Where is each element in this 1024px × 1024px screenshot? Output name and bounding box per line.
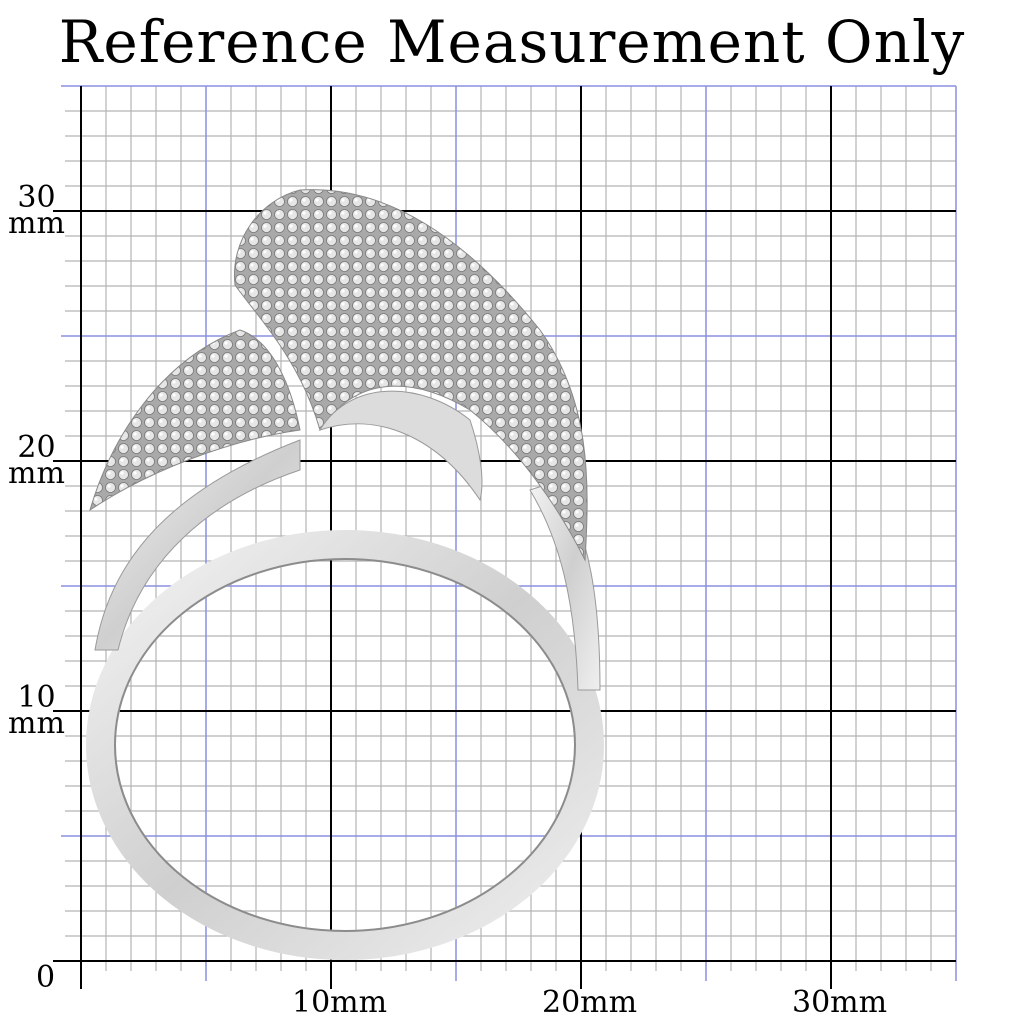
y-label-10: 10 mm: [8, 683, 65, 739]
y-label-value: 30: [17, 180, 56, 215]
ring-band: [86, 530, 604, 960]
y-label-unit: mm: [8, 206, 65, 241]
ring-image: [86, 189, 604, 960]
large-leaf-inner: [318, 390, 483, 502]
large-leaf-pave: [233, 189, 588, 562]
small-leaf-pave: [89, 329, 301, 512]
y-label-unit: mm: [8, 456, 65, 491]
y-label-30: 30 mm: [8, 183, 65, 239]
y-label-value: 10: [17, 680, 56, 715]
x-label-30: 30mm: [792, 985, 888, 1020]
y-label-value: 20: [17, 430, 56, 465]
title: Reference Measurement Only: [58, 8, 966, 76]
y-label-20: 20 mm: [8, 433, 65, 489]
origin-label: 0: [36, 960, 56, 995]
x-label-10: 10mm: [292, 985, 388, 1020]
ring-shank-left: [94, 439, 301, 651]
x-label-20: 20mm: [542, 985, 638, 1020]
y-label-unit: mm: [8, 706, 65, 741]
